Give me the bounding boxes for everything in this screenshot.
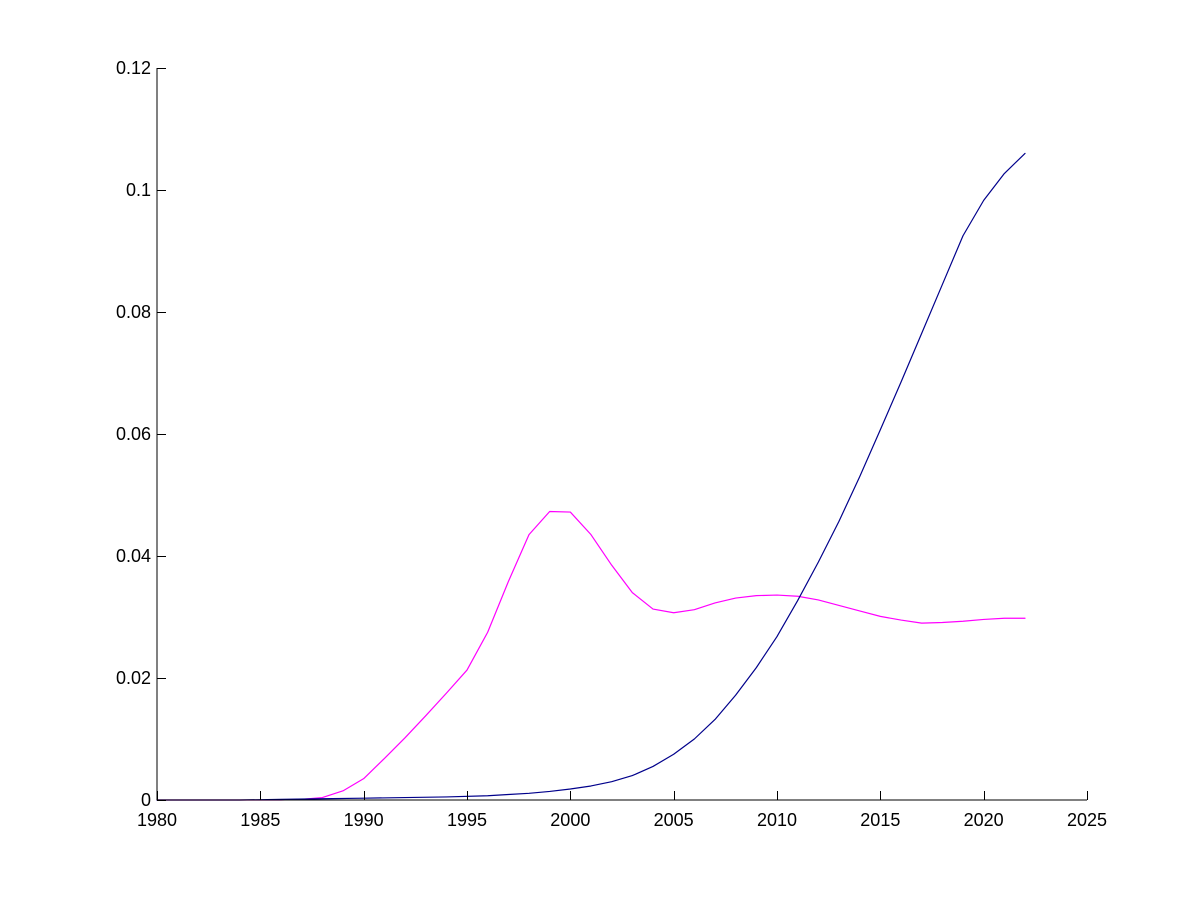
series-line-2: [156, 152, 1026, 801]
x-tick-label: 2020: [964, 810, 1004, 830]
y-tick-label: 0.08: [116, 302, 151, 322]
y-tick-label: 0.06: [116, 424, 151, 444]
x-tick-label: 2000: [550, 810, 590, 830]
y-tick-label: 0: [141, 790, 151, 810]
y-tick-label: 0.1: [126, 180, 151, 200]
y-tick-label: 0.02: [116, 668, 151, 688]
x-tick-label: 1980: [137, 810, 177, 830]
x-tick-label: 1985: [240, 810, 280, 830]
axes-layer: 1980 1985 1990 1995 2000 2005 2010 2015 2020 2025…: [116, 58, 1107, 830]
series-layer: [156, 152, 1026, 801]
x-tick-label: 1990: [344, 810, 384, 830]
x-tick-label: 2005: [654, 810, 694, 830]
y-tick-label: 0.04: [116, 546, 151, 566]
x-tick-label: 2025: [1067, 810, 1107, 830]
y-tick-label: 0.12: [116, 58, 151, 78]
x-tick-label: 1995: [447, 810, 487, 830]
x-tick-label: 2010: [757, 810, 797, 830]
series-line-1: [156, 510, 1026, 801]
x-tick-label: 2015: [860, 810, 900, 830]
